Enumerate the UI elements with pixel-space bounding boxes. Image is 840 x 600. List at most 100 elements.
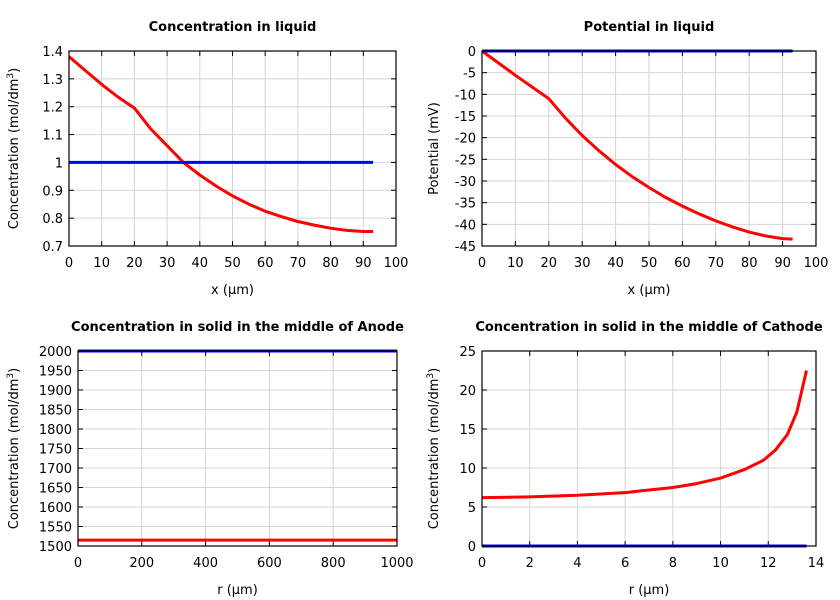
y-tick-label: 1700 xyxy=(39,462,72,477)
y-tick-label: 0 xyxy=(468,45,476,60)
y-tick-label: -20 xyxy=(455,132,476,147)
x-tick-label: 6 xyxy=(621,556,629,571)
series-line-1 xyxy=(481,370,808,500)
y-tick-label: 1900 xyxy=(39,384,72,399)
x-tick-label: 0 xyxy=(478,556,486,571)
x-tick-label: 90 xyxy=(355,256,372,271)
x-tick-label: 80 xyxy=(322,256,339,271)
y-axis-label-main: Concentration (mol/dm xyxy=(427,379,442,530)
y-tick-label: 1.3 xyxy=(42,73,63,88)
x-tick-label: 100 xyxy=(384,256,409,271)
x-tick-label: 12 xyxy=(760,556,777,571)
y-tick-label: -15 xyxy=(455,110,476,125)
y-tick-label: -35 xyxy=(455,197,476,212)
y-tick-label: 1950 xyxy=(39,365,72,380)
y-tick-label: 5 xyxy=(468,501,476,516)
chart-title: Concentration in solid in the middle of … xyxy=(475,320,823,335)
x-tick-label: 10 xyxy=(93,256,110,271)
y-axis-label: Concentration (mol/dm3) xyxy=(426,368,442,530)
x-tick-label: 70 xyxy=(708,256,725,271)
x-tick-label: 800 xyxy=(321,556,346,571)
x-tick-label: 600 xyxy=(257,556,282,571)
x-tick-label: 60 xyxy=(674,256,691,271)
x-tick-label: 0 xyxy=(74,556,82,571)
y-tick-label: 0.7 xyxy=(42,240,63,255)
y-axis-label-superscript: 3 xyxy=(6,373,16,379)
x-tick-label: 100 xyxy=(804,256,829,271)
x-tick-label: 30 xyxy=(159,256,176,271)
plot-frame xyxy=(481,350,817,547)
x-tick-label: 80 xyxy=(741,256,758,271)
x-tick-label: 10 xyxy=(507,256,524,271)
plot-frame xyxy=(481,50,817,247)
y-axis-label-end: ) xyxy=(7,68,22,73)
y-axis-label: Concentration (mol/dm3) xyxy=(6,368,22,530)
y-axis-label-end: ) xyxy=(427,368,442,373)
series-line-1 xyxy=(481,49,793,241)
x-tick-label: 50 xyxy=(641,256,658,271)
y-axis-label-main: Potential (mV) xyxy=(427,102,442,195)
x-axis-label: x (µm) xyxy=(628,283,671,298)
y-tick-label: 25 xyxy=(459,345,476,360)
x-tick-label: 20 xyxy=(126,256,143,271)
y-tick-label: 0 xyxy=(468,540,476,555)
x-tick-label: 0 xyxy=(65,256,73,271)
x-tick-label: 8 xyxy=(669,556,677,571)
y-tick-label: 15 xyxy=(459,423,476,438)
y-tick-label: 0.9 xyxy=(42,184,63,199)
x-tick-label: 40 xyxy=(607,256,624,271)
y-tick-label: 1850 xyxy=(39,404,72,419)
y-tick-label: 1600 xyxy=(39,501,72,516)
chart-title: Potential in liquid xyxy=(584,20,715,35)
y-tick-label: -5 xyxy=(463,67,476,82)
y-tick-label: 1.1 xyxy=(42,129,63,144)
y-axis-label-main: Concentration (mol/dm xyxy=(7,379,22,530)
x-tick-label: 60 xyxy=(257,256,274,271)
x-tick-label: 70 xyxy=(290,256,307,271)
plot-frame xyxy=(77,350,398,547)
x-tick-label: 40 xyxy=(192,256,209,271)
x-tick-label: 200 xyxy=(129,556,154,571)
y-axis-label: Concentration (mol/dm3) xyxy=(6,68,22,230)
chart-title: Concentration in solid in the middle of … xyxy=(71,320,404,335)
y-axis-label-superscript: 3 xyxy=(6,73,16,79)
x-tick-label: 4 xyxy=(573,556,581,571)
y-tick-label: 1 xyxy=(55,156,63,171)
y-tick-label: 1550 xyxy=(39,521,72,536)
chart-3: 0 200 400 600 800 1000 1500 1550 1600 1650 1700 175… xyxy=(6,320,414,598)
x-tick-label: 10 xyxy=(712,556,729,571)
y-tick-label: 0.8 xyxy=(42,212,63,227)
x-tick-label: 2 xyxy=(526,556,534,571)
x-tick-label: 0 xyxy=(478,256,486,271)
x-axis-label: x (µm) xyxy=(211,283,254,298)
y-tick-label: 1.2 xyxy=(42,101,63,116)
y-axis-label-superscript: 3 xyxy=(426,373,436,379)
x-axis-label: r (µm) xyxy=(629,583,670,598)
y-tick-label: -25 xyxy=(455,153,476,168)
y-tick-label: 1500 xyxy=(39,540,72,555)
series-line-1 xyxy=(68,55,374,233)
plot-frame xyxy=(68,50,397,247)
y-tick-label: 1.4 xyxy=(42,45,63,60)
chart-title: Concentration in liquid xyxy=(149,20,317,35)
y-tick-label: 2000 xyxy=(39,345,72,360)
y-axis-label-main: Concentration (mol/dm xyxy=(7,79,22,230)
x-tick-label: 14 xyxy=(808,556,825,571)
x-tick-label: 1000 xyxy=(380,556,413,571)
y-tick-label: 1650 xyxy=(39,482,72,497)
y-tick-label: -10 xyxy=(455,88,476,103)
x-tick-label: 400 xyxy=(193,556,218,571)
x-tick-label: 20 xyxy=(541,256,558,271)
x-axis-label: r (µm) xyxy=(217,583,258,598)
y-tick-label: -45 xyxy=(455,240,476,255)
x-tick-label: 30 xyxy=(574,256,591,271)
y-axis-label: Potential (mV) xyxy=(427,102,442,195)
chart-2: 0 10 20 30 40 50 60 70 80 90 100 -45 -40 -35 -30 -25 -20… xyxy=(427,20,828,298)
y-tick-label: -40 xyxy=(455,218,476,233)
y-axis-label-end: ) xyxy=(7,368,22,373)
x-tick-label: 50 xyxy=(224,256,241,271)
chart-4: 0 2 4 6 8 10 12 14 0 5 10 15 20 25 Concentration in so… xyxy=(426,320,824,598)
y-tick-label: 20 xyxy=(459,384,476,399)
y-tick-label: -30 xyxy=(455,175,476,190)
